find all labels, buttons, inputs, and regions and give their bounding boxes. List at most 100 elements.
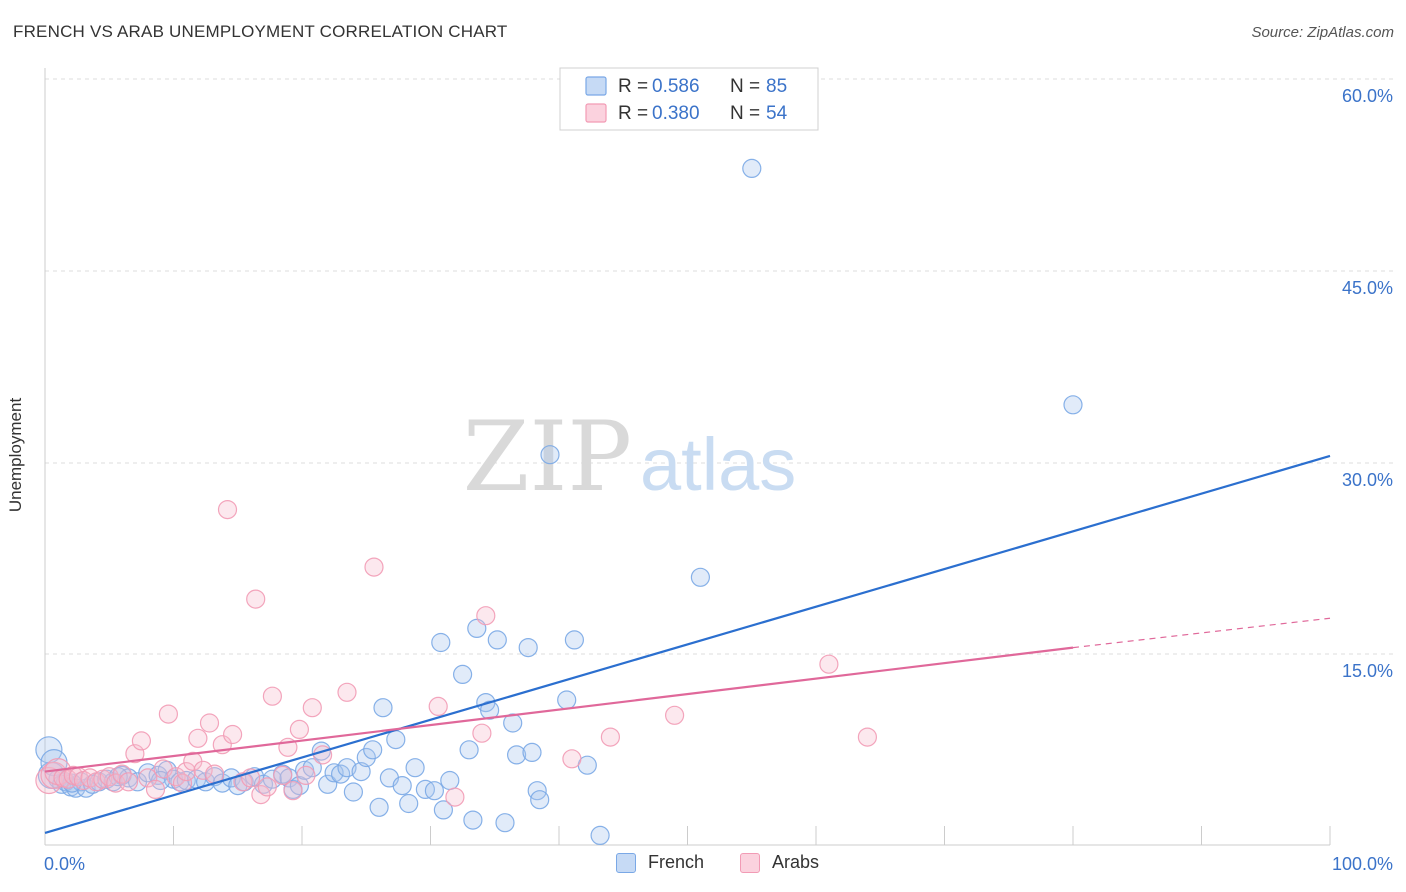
french-point (405, 758, 425, 778)
legend-french-swatch (585, 76, 607, 96)
french-point (564, 630, 585, 650)
y-tick-label: 15.0% (1342, 661, 1393, 681)
bottom-legend-arabs: Arabs (740, 852, 819, 873)
arabs-swatch (740, 852, 760, 873)
arabs-point (176, 761, 196, 782)
watermark: ZIP atlas (463, 401, 797, 513)
arabs-point (262, 686, 282, 706)
french-point (343, 782, 363, 802)
source-label: Source: ZipAtlas.com (1251, 24, 1394, 41)
french-point (440, 770, 460, 791)
arabs-point (138, 768, 158, 788)
arabs-point (600, 727, 621, 747)
french-point (540, 445, 560, 465)
grid-lines (45, 78, 1393, 655)
french-point (369, 797, 389, 817)
arabs-point (476, 606, 496, 626)
arabs-point (158, 704, 178, 724)
arabs-point (562, 749, 582, 769)
french-point (557, 690, 577, 710)
legend-arabs-r-label: R = (618, 103, 648, 124)
french-trendline (44, 454, 1331, 834)
french-point (392, 775, 412, 796)
french-point (318, 774, 338, 794)
arabs-point (445, 787, 465, 807)
x-tick-label: 0.0% (44, 854, 85, 874)
french-point (495, 813, 515, 833)
y-tick-label: 30.0% (1342, 470, 1393, 490)
bottom-legend-arabs-label: Arabs (772, 852, 820, 872)
watermark-zip: ZIP (463, 401, 632, 513)
bottom-legend: French Arabs (0, 852, 1406, 878)
arabs-point (337, 682, 357, 702)
french-point (424, 781, 444, 801)
arabs-point (118, 772, 139, 792)
french-point (399, 793, 419, 814)
french-point (506, 745, 527, 765)
y-tick-label: 60.0% (1342, 86, 1393, 106)
arabs-point (819, 654, 839, 674)
arabs-point (131, 731, 151, 751)
french-point (1063, 395, 1083, 415)
legend-arabs-r-value: 0.380 (652, 103, 700, 124)
legend-arabs-n-label: N = (730, 103, 760, 124)
x-tick-label: 100.0% (1332, 854, 1393, 874)
arabs-point (664, 705, 685, 725)
french-point (487, 630, 507, 650)
french-point (590, 825, 610, 846)
french-point (302, 758, 322, 778)
french-point (453, 664, 473, 685)
legend-french-n-value: 85 (766, 76, 787, 97)
french-point (351, 761, 371, 782)
chart-title: FRENCH VS ARAB UNEMPLOYMENT CORRELATION … (13, 22, 508, 41)
french-point (690, 567, 711, 587)
arabs-point (217, 500, 238, 520)
french-point (356, 747, 376, 768)
watermark-atlas: atlas (640, 423, 796, 506)
french-point (742, 158, 762, 178)
french-point (463, 810, 483, 830)
y-tick-label: 45.0% (1342, 278, 1393, 298)
arabs-point (257, 777, 277, 797)
french-swatch (616, 852, 636, 873)
arabs-point (193, 760, 213, 780)
french-point (518, 637, 538, 658)
french-point (337, 758, 357, 778)
bottom-legend-french-label: French (648, 852, 705, 872)
french-point (373, 698, 393, 718)
tick-labels: 15.0% 30.0% 45.0% 60.0% 0.0% 100.0% (44, 86, 1393, 874)
arabs-point (246, 589, 266, 609)
arabs-point (857, 727, 878, 747)
axes (44, 68, 1331, 846)
trendlines (44, 454, 1331, 834)
arabs-point (223, 724, 243, 745)
arabs-point (199, 713, 220, 733)
arabs-point (289, 719, 309, 740)
bottom-legend-french: French (616, 852, 704, 873)
french-point (289, 775, 309, 796)
french-point (480, 700, 500, 720)
french-point (459, 740, 479, 760)
french-point (431, 632, 451, 653)
arabs-point (145, 779, 166, 800)
french-point (530, 790, 550, 810)
arabs-trendline-extension (1072, 617, 1331, 649)
arabs-point (188, 728, 208, 748)
arabs-point (251, 784, 271, 805)
legend-arabs-swatch (585, 103, 607, 123)
legend-box: R = 0.586 N = 85 R = 0.380 N = 54 (559, 67, 819, 131)
french-point (363, 740, 383, 760)
french-point (433, 800, 453, 820)
legend-french-r-label: R = (618, 76, 648, 97)
french-point (503, 713, 523, 733)
legend-french-r-value: 0.586 (652, 76, 700, 97)
arabs-point (428, 696, 448, 717)
arabs-point (112, 764, 132, 784)
arabs-point (364, 557, 384, 577)
legend-french-n-label: N = (730, 76, 760, 97)
arabs-points (35, 500, 878, 807)
french-point (386, 729, 406, 750)
arabs-point (273, 765, 293, 786)
arabs-point (302, 698, 322, 718)
